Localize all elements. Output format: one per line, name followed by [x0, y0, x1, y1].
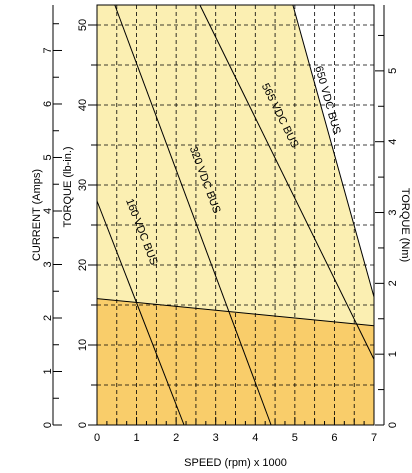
x-axis-title: SPEED (rpm) x 1000 — [184, 457, 287, 469]
current-tick-label: 7 — [42, 47, 54, 53]
torque-lbin-tick-label: 20 — [77, 259, 89, 271]
x-tick-label: 1 — [134, 432, 140, 444]
series-line-1 — [114, 4, 272, 426]
current-axis-title: CURRENT (Amps) — [31, 169, 43, 261]
x-tick-label: 7 — [371, 432, 377, 444]
x-tick-label: 6 — [331, 432, 337, 444]
torque-nm-axis: 0 1 2 3 4 5 — [375, 5, 399, 428]
current-tick-label: 6 — [42, 101, 54, 107]
torque-lbin-axis: 0 10 20 30 40 50 — [77, 19, 97, 428]
torque-nm-tick-label: 1 — [387, 351, 399, 357]
x-tick-label: 2 — [173, 432, 179, 444]
series-line-0 — [96, 200, 185, 426]
continuous-boundary-line — [96, 298, 375, 327]
current-tick-label: 2 — [42, 315, 54, 321]
torque-nm-tick-label: 2 — [387, 280, 399, 286]
curves — [96, 4, 375, 426]
torque-nm-tick-label: 3 — [387, 209, 399, 215]
grid-lines — [97, 5, 374, 425]
torque-nm-axis-title: TORQUE (Nm) — [399, 188, 411, 262]
current-tick-label: 3 — [42, 261, 54, 267]
current-tick-label: 0 — [42, 422, 54, 428]
torque-lbin-tick-label: 10 — [77, 339, 89, 351]
x-tick-label: 4 — [252, 432, 258, 444]
torque-nm-tick-label: 5 — [387, 68, 399, 74]
current-tick-label: 1 — [42, 368, 54, 374]
torque-lbin-tick-label: 40 — [77, 99, 89, 111]
current-axis: 0 1 2 3 4 5 6 7 — [42, 5, 62, 428]
x-tick-label: 5 — [292, 432, 298, 444]
torque-lbin-tick-label: 50 — [77, 19, 89, 31]
x-tick-label: 3 — [213, 432, 219, 444]
current-tick-label: 5 — [42, 154, 54, 160]
current-tick-label: 4 — [42, 208, 54, 214]
continuous-region — [97, 298, 374, 425]
x-axis: 0 1 2 3 4 5 6 7 — [94, 417, 377, 444]
torque-lbin-axis-title: TORQUE (lb-in.) — [62, 146, 74, 227]
torque-lbin-tick-label: 0 — [77, 422, 89, 428]
series-line-3 — [292, 4, 375, 298]
torque-lbin-tick-label: 30 — [77, 179, 89, 191]
x-tick-label: 0 — [94, 432, 100, 444]
torque-nm-tick-label: 4 — [387, 139, 399, 145]
series-line-2 — [199, 4, 375, 360]
torque-nm-tick-label: 0 — [387, 422, 399, 428]
